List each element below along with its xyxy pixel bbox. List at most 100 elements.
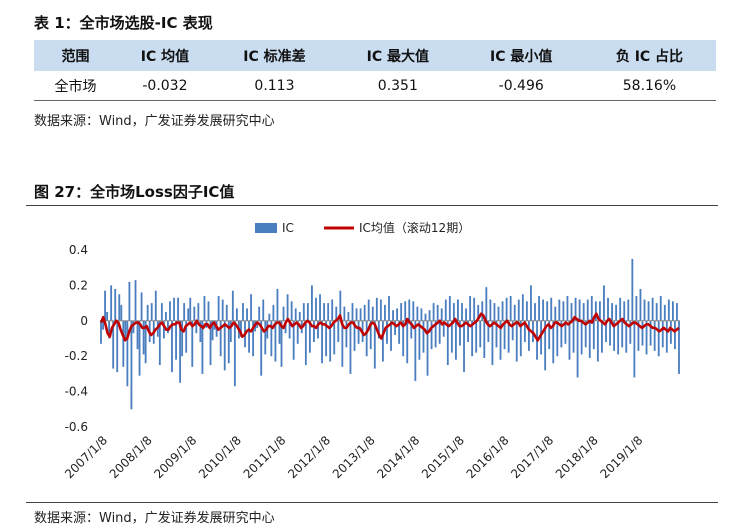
ic-bar [503,320,506,350]
ic-bar [262,299,265,321]
ic-bar [517,299,520,321]
ic-bar [315,297,317,321]
ic-bar [678,320,680,374]
figure-title: 图 27：全市场Loss因子IC值 [34,183,235,201]
ic-bar [160,303,163,321]
x-tick-label: 2010/1/8 [196,433,244,481]
ic-bar [108,320,111,339]
ic-bar [102,320,104,330]
ic-bar [663,304,666,321]
ic-bar [619,297,622,321]
ic-bar [645,320,648,355]
ic-bar [548,320,551,350]
ic-bar [653,320,656,351]
ic-bar [124,320,127,341]
ic-bar [292,320,295,360]
ic-bar [371,306,374,321]
ic-bar [603,285,605,321]
ic-bar [183,303,186,321]
ic-bar [223,320,226,371]
ic-bar [590,296,593,321]
header-ic-mean: IC 均值 [117,40,213,71]
ic-bar [162,320,165,339]
ic-bar [457,299,459,321]
ic-bar [605,320,607,343]
ic-bar [134,280,137,321]
ic-bar [475,320,478,353]
ic-bar [613,320,616,351]
ic-bar [242,303,244,321]
ic-bar [388,296,390,321]
ic-bar [560,320,563,348]
header-negative-ratio: 负 IC 占比 [582,40,716,71]
ic-bar [497,306,500,321]
ic-bar [106,311,109,321]
ic-bar [252,320,255,357]
ic-bar [540,320,542,355]
ic-bar [177,297,179,321]
ic-bar [523,320,526,343]
ic-bar [487,320,490,343]
ic-bar [467,320,469,343]
ic-bar [578,299,581,321]
ic-bar [286,294,289,321]
ic-bar [511,320,514,341]
ic-bar [248,320,250,353]
ic-bar [416,306,419,321]
ic-bar [521,294,524,321]
ic-bar [258,306,261,321]
y-tick-label: 0.2 [69,278,88,292]
ic-bar [455,320,457,360]
ic-bar [231,290,234,321]
header-ic-min: IC 最小值 [459,40,583,71]
y-tick-label: 0.4 [69,243,88,257]
ic-bar [130,320,133,410]
ic-bar [386,320,388,344]
ic-bar [100,320,102,344]
ic-bar [353,320,356,351]
ic-bar [639,288,642,321]
ic-bar [270,320,273,357]
ic-bar [436,304,439,321]
ic-bar [227,320,230,364]
x-tick-label: 2016/1/8 [464,433,512,481]
y-tick-label: -0.6 [65,420,88,434]
ic-bar [446,320,449,366]
ic-bar [635,296,638,321]
ic-bar [335,306,338,321]
ic-bar [327,303,330,321]
ic-bar [341,320,344,367]
ic-bar [623,301,626,321]
ic-bar [321,320,323,364]
ic-bar [465,308,467,321]
ic-bar [357,320,360,344]
ic-bar [489,299,492,321]
ic-bar [132,320,135,334]
ic-bar [193,306,196,321]
x-tick-label: 2009/1/8 [151,433,199,481]
ic-bar [116,320,119,373]
cell-ic-min: -0.496 [459,71,583,101]
y-tick-label: 0 [80,314,88,328]
x-axis: 2007/1/82008/1/82009/1/82010/1/82011/1/8… [62,433,645,481]
ic-bar [369,320,372,350]
ic-bar [530,285,532,321]
ic-bar [676,303,678,321]
cell-ic-mean: -0.032 [117,71,213,101]
ic-bar [211,320,214,341]
table-header-row: 范围 IC 均值 IC 标准差 IC 最大值 IC 最小值 负 IC 占比 [34,40,716,71]
ic-bar [331,299,334,321]
ic-bar [515,320,518,362]
x-tick-label: 2019/1/8 [597,433,645,481]
ic-bar [554,306,557,321]
ic-bar [582,303,585,321]
ic-bar [450,320,453,353]
ic-bar [544,320,547,371]
ic-bar [420,308,423,321]
ic-bar [410,320,413,339]
ic-bar [580,320,583,355]
header-ic-max: IC 最大值 [336,40,460,71]
ic-bar [209,320,212,366]
ic-bar [136,320,139,350]
ic-bar [359,308,362,321]
